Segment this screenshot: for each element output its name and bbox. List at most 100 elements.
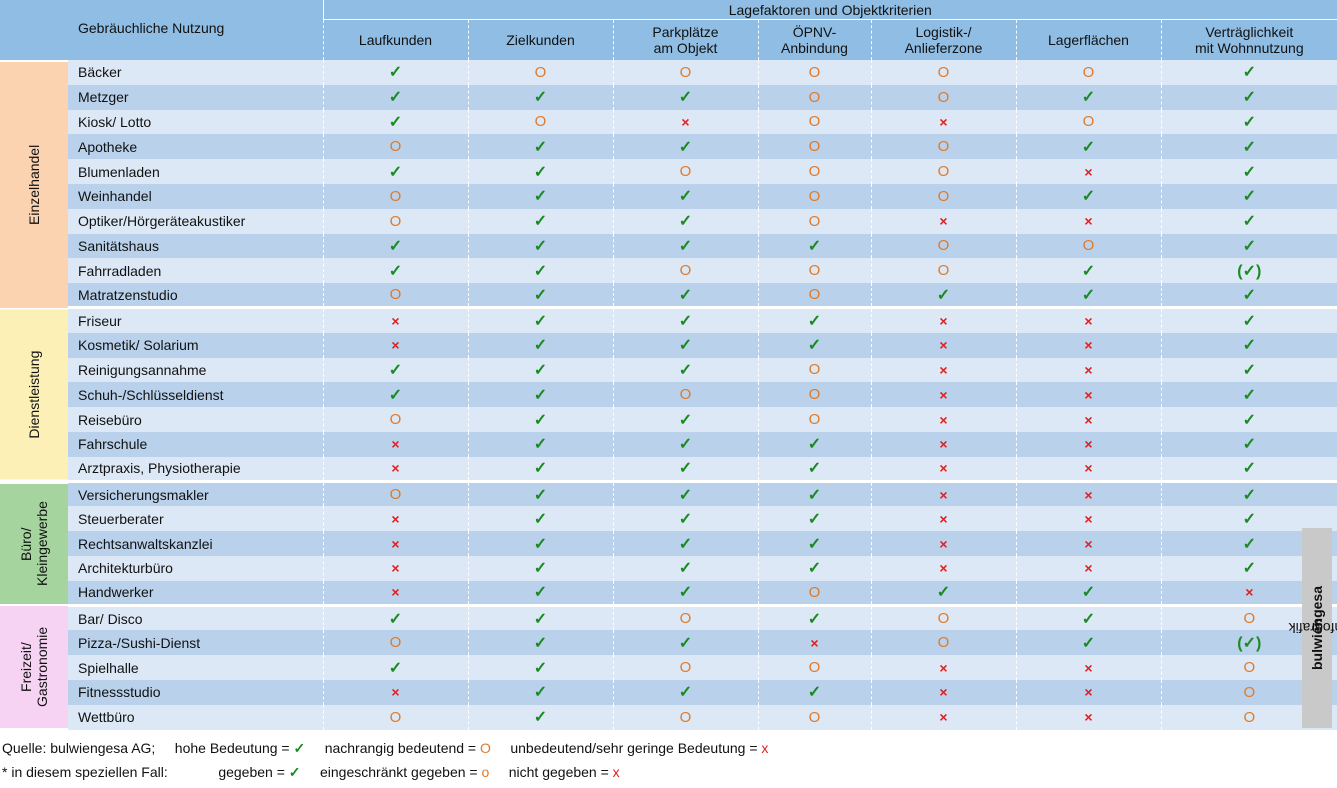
rating-cell: × [1015,431,1161,457]
usage-name: Architekturbüro [68,555,323,581]
rating-cell: ✓ [612,555,758,581]
table-row: Spielhalle ✓ ✓ O O × × O [0,655,1337,680]
rating-cell: O [322,183,468,209]
brand-suffix: infografik [1288,620,1337,636]
rating-cell: ✓ [1015,183,1161,209]
rating-cell: O [612,604,758,631]
circle-icon: O [389,212,402,230]
rating-cell: × [870,382,1016,408]
cross-icon: × [939,460,948,477]
cross-icon: × [1084,684,1093,701]
rating-cell: ✓ [467,233,613,259]
usage-name: Bar/ Disco [68,604,323,631]
rating-cell: O [612,382,758,408]
rating-cell: ✓ [1160,233,1337,259]
rating-cell: × [1015,655,1161,680]
check-icon: ✓ [807,560,822,578]
rating-cell: ✓ [757,431,871,457]
circle-icon: O [808,113,821,131]
rating-cell: O [322,134,468,160]
cross-icon: × [939,361,948,378]
usage-name: Wettbüro [68,704,323,730]
check-icon: ✓ [388,113,403,131]
rating-cell: ✓ [467,332,613,358]
check-icon: ✓ [388,610,403,628]
usage-name: Reisebüro [68,407,323,432]
usage-name: Schuh-/Schlüsseldienst [68,382,323,408]
circle-icon: O [937,88,950,106]
rating-cell: ✓ [1160,407,1337,432]
rating-cell: O [1015,233,1161,259]
rating-cell: ✓ [1015,283,1161,308]
circle-icon: O [808,708,821,726]
check-icon: ✓ [1242,560,1256,578]
check-icon: ✓ [678,138,693,156]
check-icon: ✓ [533,584,548,602]
check-icon: ✓ [1081,89,1096,107]
legend-limited: eingeschränkt gegeben = [319,764,478,780]
circle-icon: O [389,411,402,429]
table-row: Reisebüro O ✓ ✓ O × × ✓ [0,407,1337,432]
rating-cell: ✓ [757,480,871,507]
table-row: Fitnessstudio × ✓ ✓ ✓ × × O [0,679,1337,705]
rating-cell: ✓ [612,84,758,110]
rating-cell: O [870,134,1016,160]
circle-icon: O [679,708,692,726]
cross-icon: × [939,337,948,354]
cross-icon: × [1084,337,1093,354]
cross-icon: × [1084,411,1093,428]
table-row: Büro/ Kleingewerbe Versicherungsmakler O ✓ ✓… [0,480,1337,606]
legend-not-icon: x [612,764,620,780]
circle-icon: O [808,163,821,181]
table-row: Handwerker × ✓ ✓ O ✓ ✓ × [0,580,1337,606]
rating-cell: O [870,604,1016,631]
check-icon: ✓ [533,138,548,156]
check-icon: ✓ [936,584,951,602]
circle-icon: O [389,286,402,304]
table-row: Weinhandel O ✓ ✓ O O ✓ ✓ [0,183,1337,209]
rating-cell: ✓ [467,357,613,383]
rating-cell: O [612,704,758,730]
circle-icon: O [389,138,402,156]
check-icon: ✓ [533,634,548,652]
check-icon: ✓ [678,188,693,206]
circle-icon: O [937,63,950,81]
cross-icon: × [1245,584,1254,601]
check-icon: ✓ [678,361,693,379]
cross-icon: × [1084,213,1093,230]
rating-cell: × [1015,159,1161,184]
check-icon: ✓ [533,286,548,304]
check-icon: ✓ [388,659,403,677]
rating-cell: ✓ [757,233,871,259]
rating-cell: ✓ [322,233,468,259]
check-icon: ✓ [388,361,403,379]
limited-check-icon: (✓) [1237,634,1262,652]
cross-icon: × [939,659,948,676]
rating-cell: ✓ [1015,258,1161,284]
rating-cell: ✓ [467,159,613,184]
circle-icon: O [679,610,692,628]
rating-cell: × [1015,208,1161,234]
rating-cell: ✓ [322,84,468,110]
column-header-1: Laufkunden [322,19,468,60]
rating-cell: ✓ [467,604,613,631]
check-icon: ✓ [533,213,548,231]
rating-cell: × [1015,704,1161,730]
usage-name: Apotheke [68,134,323,160]
check-icon: ✓ [807,460,822,478]
circle-icon: O [808,88,821,106]
cross-icon: × [939,313,948,330]
rating-cell: (✓) [1160,258,1337,284]
circle-icon: O [1243,659,1256,677]
circle-icon: O [1243,683,1256,701]
rating-cell: O [757,60,871,85]
rating-cell: ✓ [467,506,613,532]
usage-name: Bäcker [68,60,323,85]
rating-cell: O [757,655,871,680]
rating-cell: ✓ [612,332,758,358]
circle-icon: O [679,659,692,677]
rating-cell: × [322,306,468,333]
circle-icon: O [808,386,821,404]
rating-cell: × [1015,332,1161,358]
rating-cell: ✓ [612,580,758,606]
